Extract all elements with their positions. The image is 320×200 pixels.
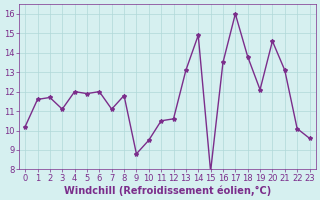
- X-axis label: Windchill (Refroidissement éolien,°C): Windchill (Refroidissement éolien,°C): [64, 185, 271, 196]
